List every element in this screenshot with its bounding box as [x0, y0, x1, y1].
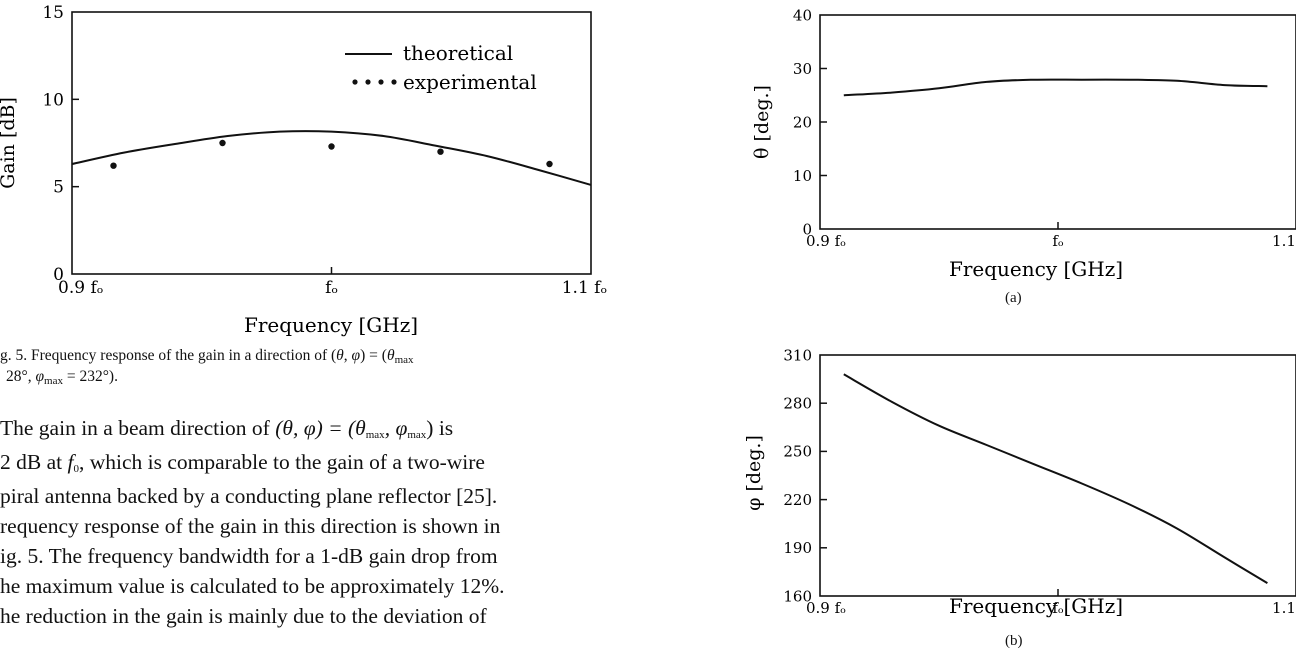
- phi-plot-frame: [819, 354, 1296, 597]
- phi-x-tick-label: fₒ: [1052, 599, 1064, 617]
- theta-y-tick-label: 20: [793, 113, 812, 131]
- legend-experimental-label: experimental: [403, 70, 537, 94]
- theta-x-tick-label: 1.1 fₒ: [1272, 232, 1296, 250]
- phi-y-tick-label: 190: [783, 539, 812, 557]
- gain-legend: theoretical experimental: [345, 41, 537, 94]
- panel-a-label: (a): [1005, 290, 1022, 306]
- phi-y-axis-label: φ [deg.]: [743, 435, 765, 511]
- gain-x-tick-label: 1.1 fₒ: [562, 278, 607, 298]
- gain-experimental-point: [328, 143, 335, 150]
- phi-y-ticks: 160 190 220 250 280 310: [783, 346, 827, 605]
- theta-y-tick-label: 30: [793, 60, 812, 78]
- phi-y-tick-label: 280: [783, 394, 812, 412]
- theta-x-tick-label: fₒ: [1052, 232, 1064, 250]
- phi-x-ticks: 0.9 fₒ fₒ 1.1 fₒ: [806, 589, 1296, 617]
- gain-experimental-point: [110, 162, 117, 169]
- phi-chart: 160 190 220 250 280 310 0.9 fₒ fₒ 1.1 fₒ φ [deg…: [743, 346, 1296, 618]
- phi-x-tick-label: 0.9 fₒ: [806, 599, 846, 617]
- phi-x-tick-label: 1.1 fₒ: [1272, 599, 1296, 617]
- theta-plot-frame: [819, 14, 1296, 230]
- gain-experimental-points: [110, 139, 553, 169]
- gain-y-ticks: 0 5 10 15: [42, 3, 79, 285]
- gain-experimental-point: [219, 139, 226, 147]
- theta-x-axis-label: Frequency [GHz]: [949, 257, 1123, 281]
- theta-y-ticks: 0 10 20 30 40: [793, 6, 827, 238]
- gain-y-tick-label: 15: [42, 3, 64, 23]
- theta-y-axis-label: θ [deg.]: [751, 85, 773, 159]
- theta-line: [843, 78, 1268, 97]
- phi-x-axis-label: Frequency [GHz]: [949, 594, 1123, 618]
- phi-y-tick-label: 310: [783, 346, 812, 364]
- theta-x-ticks: 0.9 fₒ fₒ 1.1 fₒ: [806, 222, 1296, 250]
- theta-y-tick-label: 0: [802, 220, 812, 238]
- phi-line: [843, 373, 1268, 584]
- legend-dots-swatch: [352, 79, 397, 85]
- phi-y-tick-label: 160: [783, 587, 812, 605]
- gain-theoretical-line: [71, 130, 592, 186]
- theta-y-tick-label: 40: [793, 6, 812, 24]
- gain-y-tick-label: 0: [53, 265, 64, 285]
- gain-y-axis-label: Gain [dB]: [0, 97, 19, 189]
- gain-experimental-point: [437, 148, 444, 155]
- theta-x-tick-label: 0.9 fₒ: [806, 232, 846, 250]
- gain-x-tick-label: fₒ: [325, 278, 338, 298]
- gain-chart: 0 5 10 15 0.9 fₒ fₒ 1.1 fₒ theoretical experi…: [0, 3, 607, 337]
- gain-experimental-point: [546, 160, 553, 168]
- theta-y-tick-label: 10: [793, 167, 812, 185]
- gain-y-tick-label: 10: [42, 90, 64, 110]
- phi-y-tick-label: 250: [783, 443, 812, 461]
- panel-b-label: (b): [1005, 633, 1023, 649]
- fig5-caption: g. 5. Frequency response of the gain in …: [0, 347, 414, 387]
- theta-chart: 0 10 20 30 40 0.9 fₒ fₒ 1.1 fₒ θ [deg.] Freque…: [751, 6, 1296, 281]
- body-paragraph: The gain in a beam direction of (θ, φ) =…: [0, 416, 505, 628]
- phi-y-tick-label: 220: [783, 491, 812, 509]
- gain-x-tick-label: 0.9 fₒ: [58, 278, 103, 298]
- gain-x-ticks: 0.9 fₒ fₒ 1.1 fₒ: [58, 267, 607, 298]
- legend-theoretical-label: theoretical: [403, 41, 513, 65]
- gain-y-tick-label: 5: [53, 178, 64, 198]
- gain-x-axis-label: Frequency [GHz]: [244, 313, 418, 337]
